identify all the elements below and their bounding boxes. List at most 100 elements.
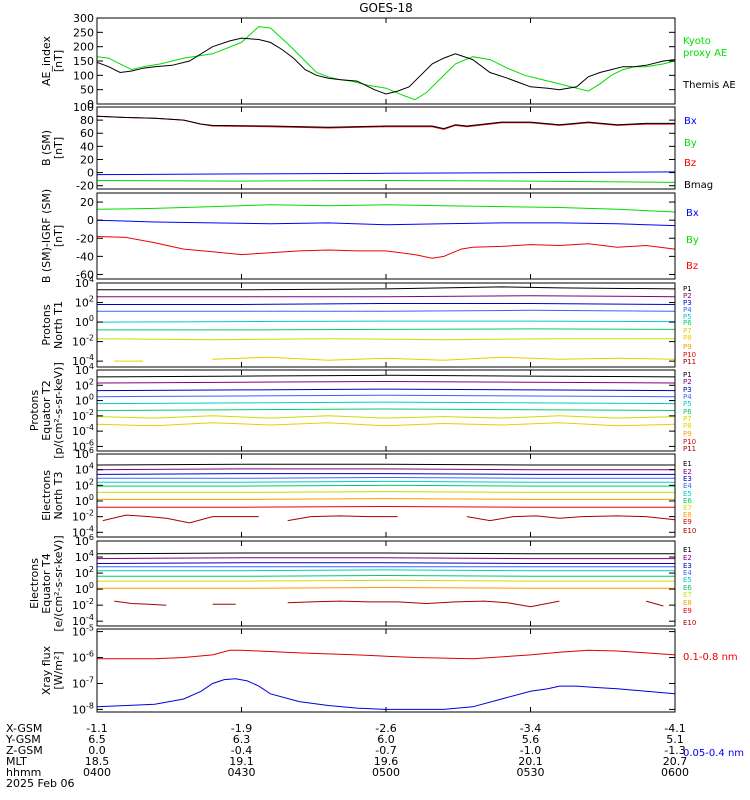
x-axis-value: -1.3: [664, 744, 685, 757]
legend-entry: P9: [683, 430, 692, 438]
legend-entry: P11: [683, 445, 696, 453]
y-tick-label: 10-4: [72, 524, 94, 539]
legend-entry: P2: [683, 378, 692, 386]
legend-entry: P5: [683, 400, 692, 408]
y-tick-label: 104: [75, 549, 94, 564]
series-line-E6: [97, 574, 675, 577]
series-line-P3: [97, 303, 675, 305]
series-line-P4: [97, 309, 675, 312]
panel-frame: [96, 282, 676, 368]
series-line-Bx: [97, 219, 675, 227]
x-axis-value: 6.0: [377, 733, 395, 746]
y-tick-label: 106: [75, 533, 94, 548]
panel-7-series: [97, 552, 675, 608]
x-axis-table: X-GSM -1.1 -1.9 -2.6 -3.4 -4.1 Y-GSM 6.5 6.3 6.0 5…: [5, 722, 689, 790]
legend-entry: Bmag: [684, 180, 713, 191]
y-axis-label: ProtonsNorth T1: [40, 301, 65, 349]
panel-4-series: [97, 286, 675, 362]
legend-entry: E4: [683, 569, 692, 577]
y-axis-label: Xray flux[W/m²]: [40, 645, 65, 695]
x-axis-value: 5.1: [666, 733, 684, 746]
legend-entry: P4: [683, 393, 692, 401]
legend-entry: E7: [683, 504, 692, 512]
series-line-P3: [97, 388, 675, 392]
series-line-P2: [97, 295, 675, 298]
y-tick-label: 102: [75, 295, 94, 310]
x-axis-value: -3.4: [520, 722, 541, 735]
y-tick-label: 10-6: [72, 438, 94, 453]
panel-3: -60 -40 -20 0 20 B (SM)-IGRF (SM)[nT] Bx By Bz: [40, 189, 699, 283]
panel-frame: [96, 106, 676, 190]
x-axis-value: -4.1: [664, 722, 685, 735]
legend-entry: E2: [683, 468, 692, 476]
series-line-P8: [212, 356, 675, 361]
x-axis-value: 20.1: [518, 755, 543, 768]
panel-4: 10-4 10-2 100 102 104 ProtonsNorth T1 P1P2P3P4…: [40, 275, 696, 368]
series-line-0.05-0.4 nm: [97, 678, 675, 710]
series-line-Bz: [97, 115, 675, 130]
x-axis-value: 6.3: [233, 733, 251, 746]
series-line-E10b: [287, 515, 398, 522]
y-tick-label: 60: [80, 127, 94, 140]
x-axis-value: 0530: [517, 766, 545, 779]
x-axis-value: 18.5: [85, 755, 110, 768]
series-line-E8: [97, 586, 675, 589]
y-tick-label: 100: [73, 69, 94, 82]
legend-entry: E4: [683, 482, 692, 490]
legend-entry: E9: [683, 607, 692, 615]
panel-2-series: [97, 115, 675, 183]
series-line-E10c: [287, 600, 560, 608]
series-line-E10a: [102, 514, 259, 524]
legend-entry: E5: [683, 490, 692, 498]
legend-entry: P4: [683, 306, 692, 314]
y-tick-label: 40: [80, 140, 94, 153]
series-line-Bz: [97, 236, 675, 259]
legend-entry: P3: [683, 299, 692, 307]
legend-entry: P10: [683, 438, 696, 446]
y-tick-label: 102: [75, 377, 94, 392]
y-tick-label: 100: [75, 393, 94, 408]
series-line-E2: [97, 468, 675, 471]
series-line-E5: [97, 480, 675, 483]
y-tick-label: 80: [80, 114, 94, 127]
y-tick-label: 0: [87, 214, 94, 227]
series-line-E1: [97, 552, 675, 555]
y-tick-label: 102: [75, 565, 94, 580]
y-tick-label: 250: [73, 26, 94, 39]
series-line-E10d: [645, 600, 664, 607]
y-tick-label: 20: [80, 196, 94, 209]
legend-entry: E1: [683, 546, 692, 554]
panel-1: 050100150200250300AE_index[nT]Kyotoproxy…: [40, 12, 736, 111]
legend-entry: E7: [683, 591, 692, 599]
x-axis-value: 6.5: [88, 733, 106, 746]
series-line-P4: [97, 394, 675, 398]
y-axis-label: ElectronsEquator T4[e/(cm²-s-sr-keV)]: [28, 535, 65, 631]
x-axis-value: 0600: [661, 766, 689, 779]
legend-entry: Themis AE: [682, 80, 736, 91]
x-axis-value: -1.9: [231, 722, 252, 735]
y-axis-label: ElectronsNorth T3: [40, 470, 65, 521]
x-axis-value: 19.6: [374, 755, 399, 768]
series-line-P6: [97, 408, 675, 411]
x-axis-value: -1.1: [86, 722, 107, 735]
series-line-Bx: [97, 171, 675, 176]
x-axis-value: 0.0: [88, 744, 106, 757]
panel-8-series: [97, 649, 675, 710]
series-line-E4: [97, 476, 675, 479]
y-tick-label: 10-2: [72, 408, 94, 423]
y-tick-label: 100: [75, 581, 94, 596]
legend-entry: Bx: [684, 116, 697, 127]
series-line-E5: [97, 569, 675, 572]
series-line-P8: [97, 422, 675, 427]
y-tick-label: 50: [80, 84, 94, 97]
y-tick-label: 104: [75, 275, 94, 290]
legend-entry: E9: [683, 518, 692, 526]
legend-entry: proxy AE: [683, 48, 727, 59]
legend-entry: E2: [683, 554, 692, 562]
legend-entry: P5: [683, 313, 692, 321]
y-tick-label: 10-5: [72, 624, 94, 639]
y-axis-label: ProtonsEquator T2[p/(cm²-s-sr-keV)]: [28, 362, 65, 459]
x-axis-value: 0430: [228, 766, 256, 779]
